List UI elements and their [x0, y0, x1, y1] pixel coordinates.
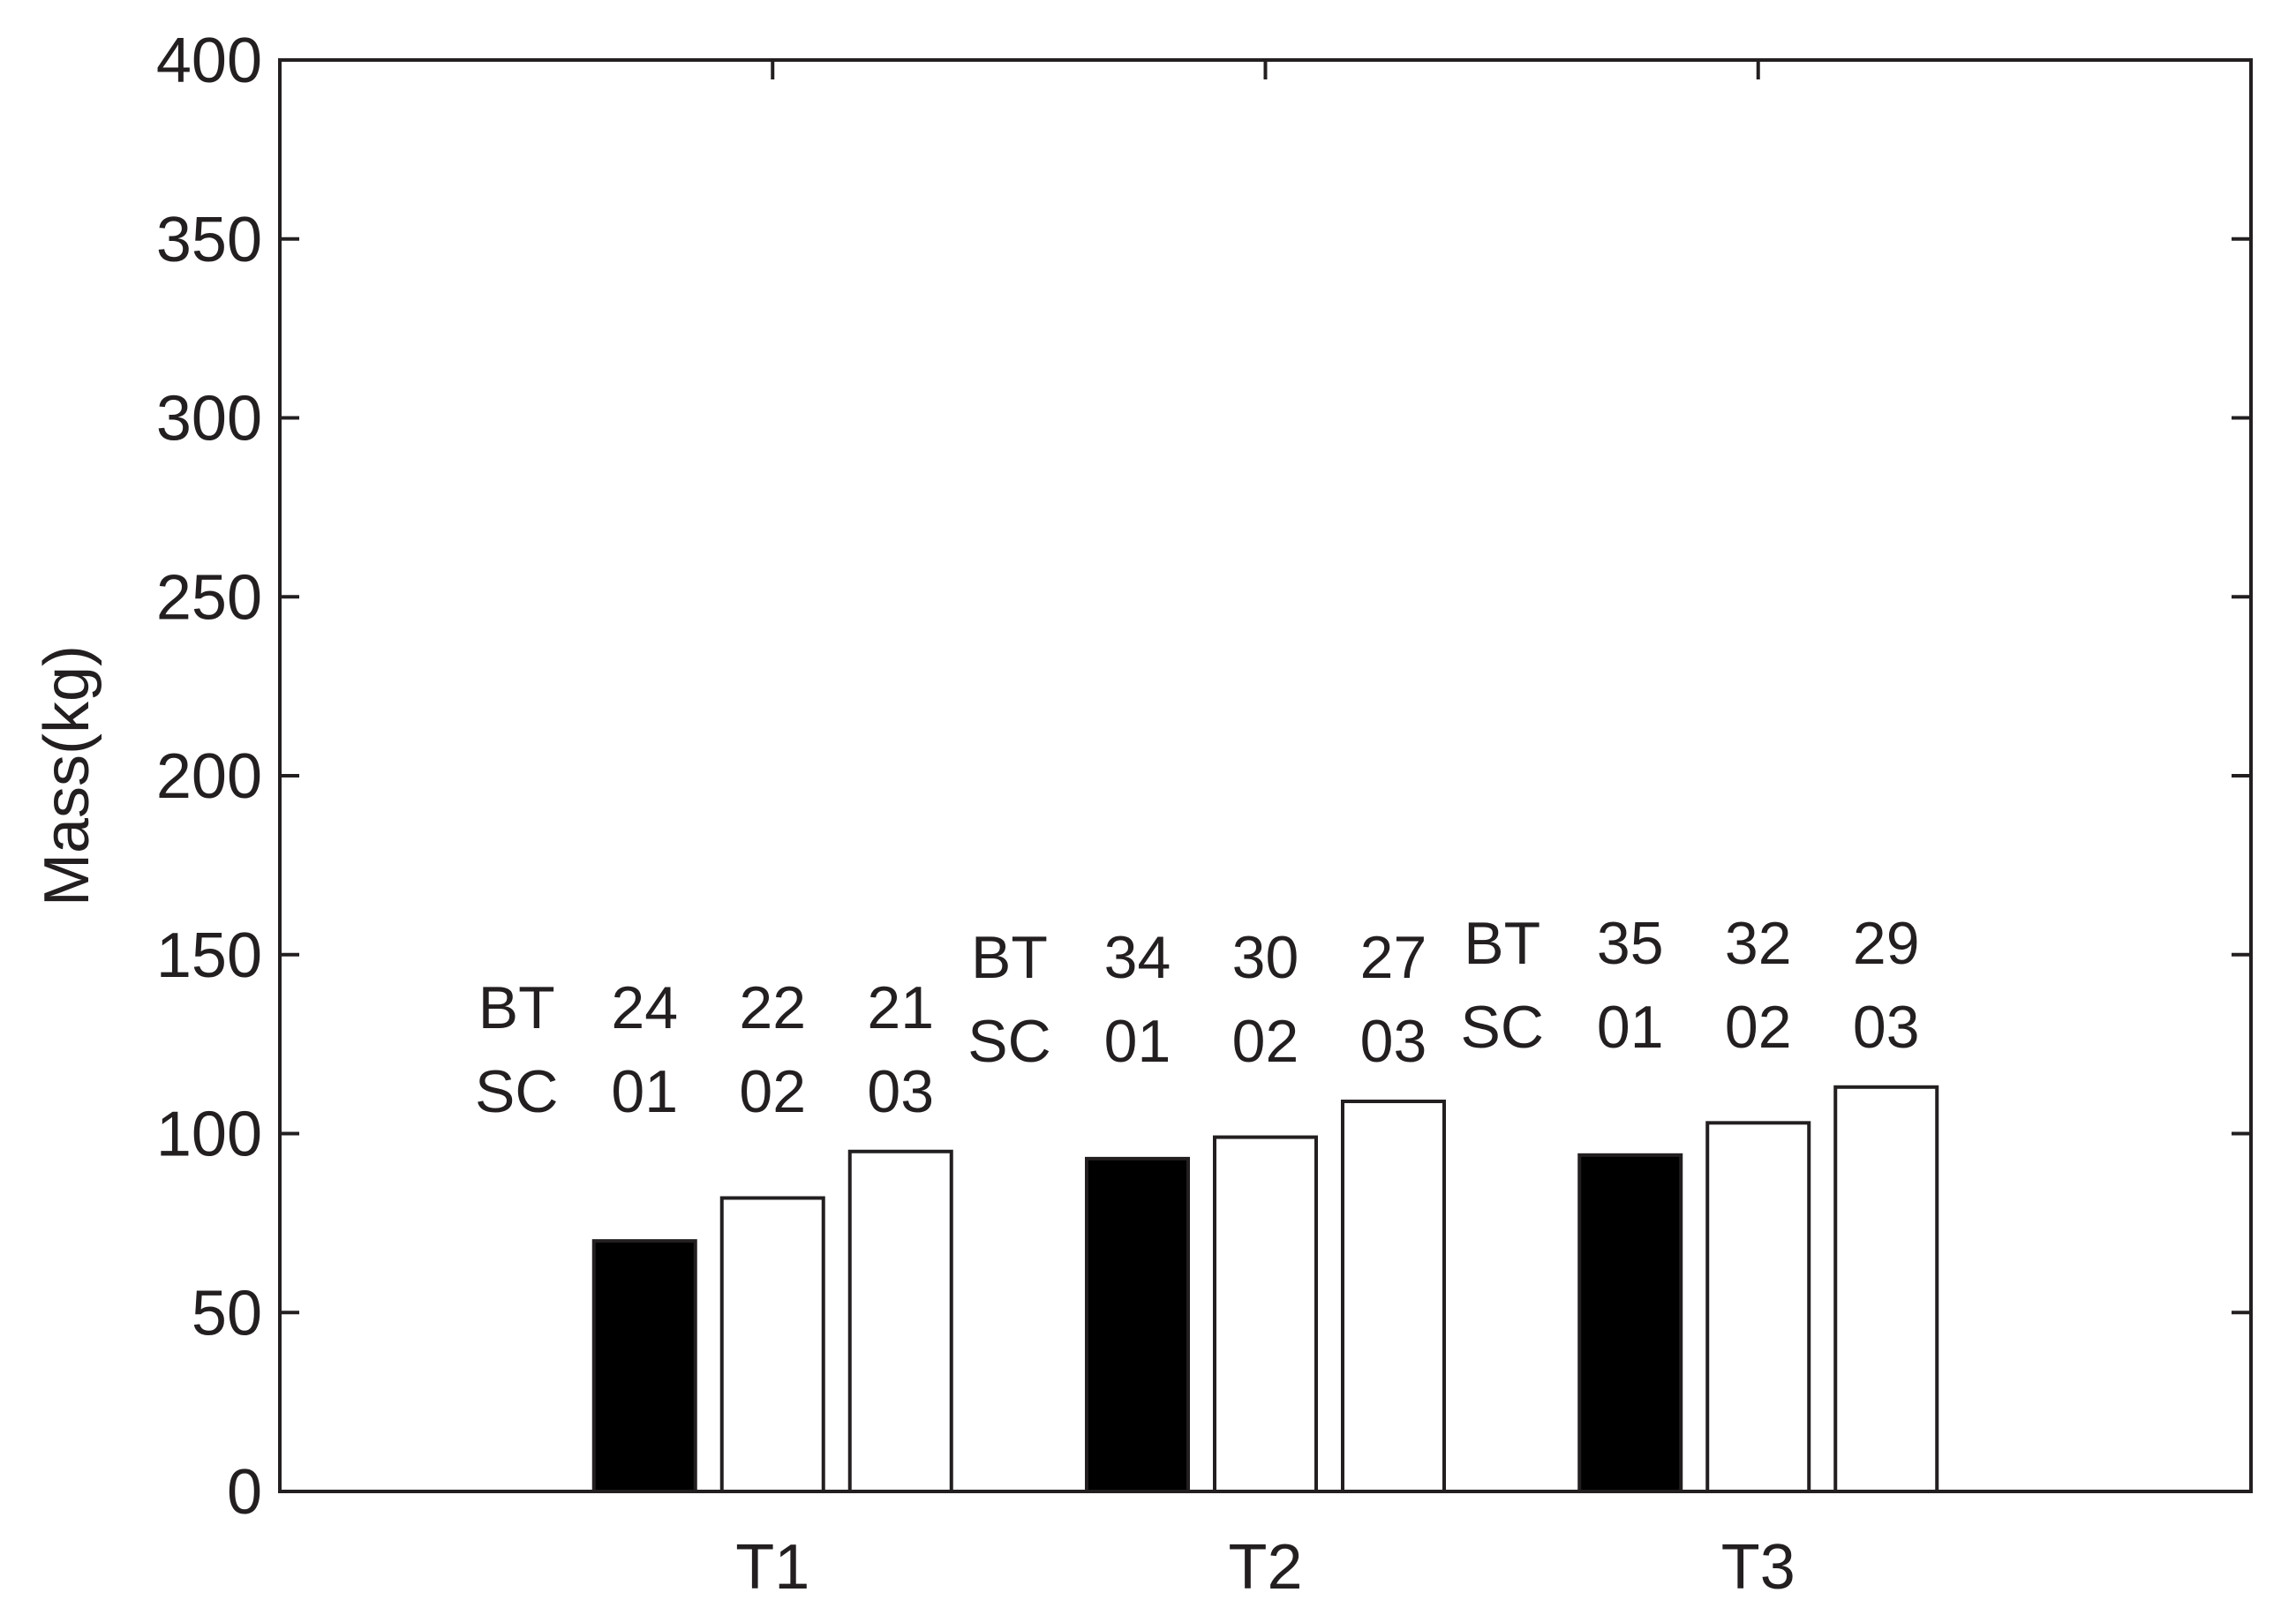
y-tick-label: 150	[156, 920, 262, 991]
y-tick-label: 400	[156, 26, 262, 96]
annotation-sc-value: 01	[1104, 1008, 1171, 1075]
annotation-sc-value: 01	[611, 1058, 678, 1125]
annotation-prefix-bt: BT	[971, 924, 1048, 991]
y-tick-label: 200	[156, 741, 262, 812]
annotation-sc-value: 03	[1360, 1008, 1427, 1075]
annotation-bt-value: 32	[1725, 910, 1792, 977]
x-tick-label: T2	[1228, 1532, 1302, 1603]
annotation-sc-value: 02	[1725, 994, 1792, 1061]
y-tick-label: 300	[156, 384, 262, 454]
annotation-bt-value: 30	[1232, 924, 1299, 991]
annotation-prefix-sc: SC	[475, 1058, 558, 1125]
bar	[1213, 1135, 1318, 1494]
annotation-bt-value: 22	[739, 974, 806, 1041]
annotation-prefix-bt: BT	[1464, 910, 1540, 977]
annotation-bt-value: 27	[1360, 924, 1427, 991]
bar	[591, 1239, 697, 1494]
bar	[719, 1196, 825, 1493]
bar	[1085, 1156, 1190, 1493]
bar	[1577, 1153, 1683, 1493]
annotation-prefix-sc: SC	[1461, 994, 1544, 1061]
y-axis-title: Mass(kg)	[32, 645, 102, 906]
y-tick-label: 350	[156, 205, 262, 275]
bar	[847, 1149, 953, 1494]
annotation-bt-value: 35	[1597, 910, 1664, 977]
x-tick-label: T3	[1721, 1532, 1795, 1603]
x-tick-label: T1	[735, 1532, 809, 1603]
annotations: BT SC 24 22 21 01 02 03 BT SC 34 30 27 01 02 03 BT SC 35 32…	[475, 910, 1920, 1125]
annotation-sc-value: 02	[1232, 1008, 1299, 1075]
y-tick-label: 50	[192, 1278, 262, 1348]
annotation-sc-value: 01	[1597, 994, 1664, 1061]
bars	[591, 1085, 1939, 1494]
annotation-sc-value: 03	[867, 1058, 934, 1125]
annotation-sc-value: 03	[1853, 994, 1920, 1061]
annotation-prefix-sc: SC	[967, 1008, 1050, 1075]
annotation-bt-value: 21	[867, 974, 934, 1041]
bar	[1833, 1085, 1939, 1494]
labels: 0 50 100 150 200 250 300 350 400 Mass(kg) T1 T2 T3	[32, 26, 1795, 1603]
annotation-bt-value: 24	[611, 974, 678, 1041]
bar	[1705, 1121, 1811, 1493]
annotation-prefix-bt: BT	[478, 974, 555, 1041]
annotation-bt-value: 34	[1104, 924, 1171, 991]
bar	[1341, 1100, 1446, 1493]
y-tick-label: 0	[227, 1457, 262, 1528]
y-tick-label: 100	[156, 1100, 262, 1170]
annotation-bt-value: 29	[1853, 910, 1920, 977]
annotation-sc-value: 02	[739, 1058, 806, 1125]
y-tick-label: 250	[156, 562, 262, 633]
